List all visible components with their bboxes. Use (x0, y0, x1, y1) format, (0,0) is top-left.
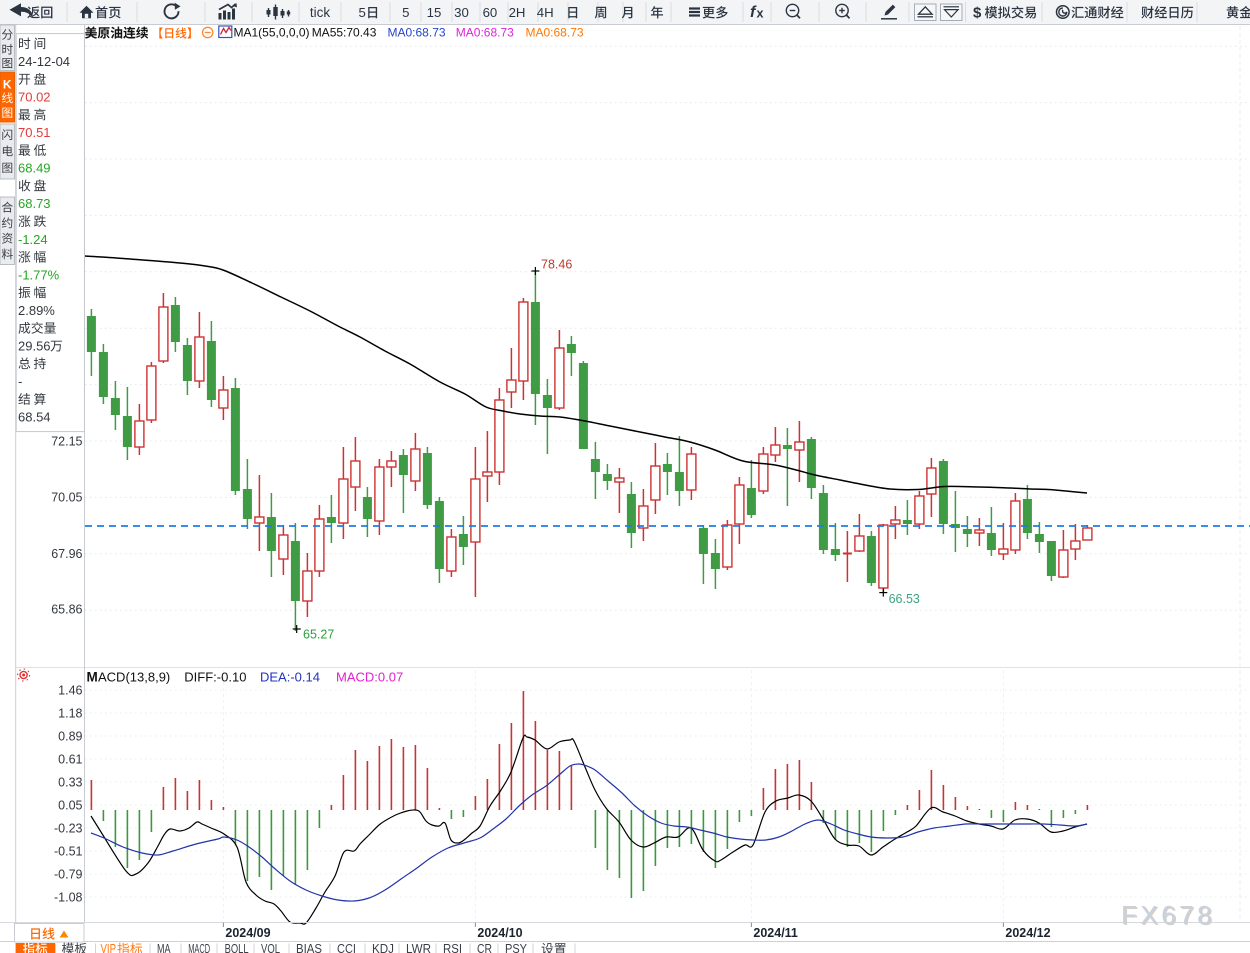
svg-text:30: 30 (454, 5, 469, 20)
svg-text:0.89: 0.89 (58, 729, 82, 743)
svg-text:70.05: 70.05 (51, 491, 82, 505)
svg-text:MA0:68.73: MA0:68.73 (526, 26, 584, 40)
svg-text:DEA:-0.14: DEA:-0.14 (260, 670, 320, 685)
svg-text:-1.08: -1.08 (54, 890, 83, 904)
svg-text:1.46: 1.46 (58, 683, 82, 697)
svg-text:MA0:68.73: MA0:68.73 (456, 26, 514, 40)
svg-text:29.56: 29.56 (18, 339, 51, 354)
svg-text:-1.24: -1.24 (18, 232, 48, 247)
svg-text:2H: 2H (509, 5, 526, 20)
svg-text:5: 5 (359, 5, 366, 20)
svg-text:CR: CR (477, 942, 492, 953)
svg-text:66.53: 66.53 (889, 592, 920, 606)
svg-text:MA55:70.43: MA55:70.43 (312, 26, 377, 40)
svg-text:-1.77%: -1.77% (18, 267, 60, 282)
svg-text:67.96: 67.96 (51, 547, 82, 561)
svg-text:65.86: 65.86 (51, 603, 82, 617)
svg-text:68.49: 68.49 (18, 161, 51, 176)
svg-text:MA: MA (157, 942, 171, 953)
svg-text:VOL: VOL (261, 942, 280, 953)
svg-text:VIP: VIP (101, 942, 117, 953)
svg-text:ACD(13,8,9): ACD(13,8,9) (98, 670, 170, 685)
svg-text:-0.79: -0.79 (54, 867, 83, 881)
svg-text:2024/12: 2024/12 (1005, 926, 1050, 940)
svg-text:M: M (87, 670, 98, 685)
svg-text:72.15: 72.15 (51, 434, 82, 448)
svg-text:K: K (3, 78, 12, 92)
svg-text:2024/10: 2024/10 (477, 926, 522, 940)
svg-text:2.89%: 2.89% (18, 303, 55, 318)
svg-text:PSY: PSY (505, 942, 528, 953)
svg-text:60: 60 (483, 5, 498, 20)
svg-text:0.05: 0.05 (58, 798, 82, 812)
svg-text:-0.23: -0.23 (54, 821, 83, 835)
svg-text:f: f (750, 4, 757, 21)
svg-text:0.33: 0.33 (58, 775, 82, 789)
svg-text:MA1(55,0,0,0): MA1(55,0,0,0) (234, 26, 310, 40)
svg-text:RSI: RSI (443, 942, 462, 953)
svg-text:0.61: 0.61 (58, 752, 82, 766)
svg-text:4H: 4H (537, 5, 554, 20)
svg-text:70.51: 70.51 (18, 125, 51, 140)
svg-text:-0.51: -0.51 (54, 844, 83, 858)
svg-text:65.27: 65.27 (303, 628, 334, 642)
svg-text:x: x (757, 7, 764, 21)
svg-text:LWR: LWR (406, 942, 431, 953)
svg-text:15: 15 (427, 5, 442, 20)
svg-text:78.46: 78.46 (541, 258, 572, 272)
svg-text:BIAS: BIAS (296, 942, 322, 953)
svg-text:70.02: 70.02 (18, 90, 51, 105)
svg-text:tick: tick (310, 5, 331, 20)
svg-text:68.73: 68.73 (18, 196, 51, 211)
svg-text:FX678: FX678 (1121, 900, 1215, 930)
svg-text:2024/11: 2024/11 (753, 926, 798, 940)
svg-text:2024/09: 2024/09 (225, 926, 270, 940)
svg-text:CCI: CCI (337, 942, 356, 953)
svg-text:-: - (18, 374, 22, 389)
svg-text:24-12-04: 24-12-04 (18, 54, 70, 69)
svg-text:68.54: 68.54 (18, 410, 51, 425)
svg-text:5: 5 (402, 5, 409, 20)
svg-text:1.18: 1.18 (58, 706, 82, 720)
svg-text:BOLL: BOLL (225, 942, 249, 953)
svg-text:FX678: FX678 (1123, 901, 1217, 931)
svg-text:MACD:0.07: MACD:0.07 (336, 670, 403, 685)
svg-text:DIFF:-0.10: DIFF:-0.10 (184, 670, 246, 685)
svg-text:KDJ: KDJ (372, 942, 394, 953)
svg-text:$: $ (973, 5, 982, 22)
svg-text:MACD: MACD (188, 942, 210, 953)
svg-text:MA0:68.73: MA0:68.73 (388, 26, 446, 40)
